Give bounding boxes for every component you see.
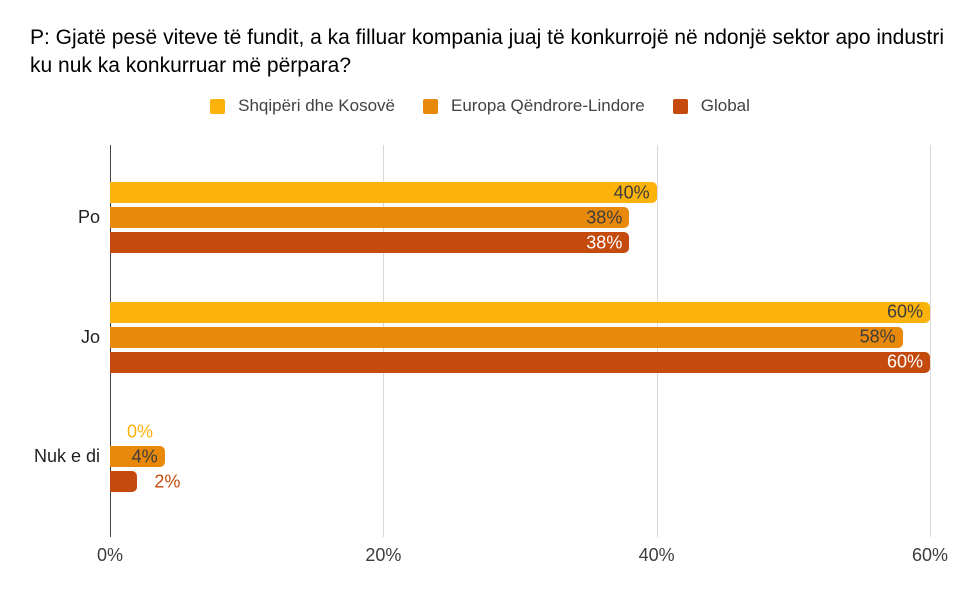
bar-value-label: 60% <box>886 301 923 322</box>
legend-swatch-icon <box>210 98 226 114</box>
bar-row: 0% <box>110 421 930 442</box>
bar-group-0: 40% 38% 38% <box>110 182 930 253</box>
bar-value-label: 58% <box>859 326 896 347</box>
legend-swatch-icon <box>672 98 688 114</box>
bar-value-label: 60% <box>886 351 923 372</box>
legend-label: Shqipëri dhe Kosovë <box>238 96 395 115</box>
bar-value-label: 38% <box>586 207 623 227</box>
bar-value-label: 40% <box>613 182 650 202</box>
legend-item-3[interactable]: Global <box>672 96 750 116</box>
chart-title: P: Gjatë pesë viteve të fundit, a ka fil… <box>30 26 945 77</box>
category-label-0: Po <box>77 207 100 227</box>
category-label-2: Nuk e di <box>33 446 100 466</box>
bar-row: 38% <box>110 232 930 253</box>
bar-row: 2% <box>110 471 930 492</box>
bar-value-label: 38% <box>586 232 623 252</box>
bar-row: 60% <box>110 301 930 323</box>
chart-legend: Shqipëri dhe Kosovë Europa Qëndrore-Lindo… <box>0 96 960 116</box>
x-axis-label-40%: 40% <box>638 545 675 565</box>
x-axis-label-0%: 0% <box>96 545 124 565</box>
bar-Jo-series1[interactable]: 60% <box>110 301 930 323</box>
legend-label: Europa Qëndrore-Lindore <box>451 96 645 115</box>
plot-area: 40% 38% 38% 60% 58% 60% 0% 4% 2% <box>110 145 931 537</box>
bar-value-label: 0% <box>127 421 154 441</box>
legend-item-1[interactable]: Shqipëri dhe Kosovë <box>210 96 395 116</box>
bar-row: 4% <box>110 446 930 467</box>
bar-Nuk e di-series3[interactable] <box>110 471 138 492</box>
bar-Nuk e di-series2[interactable]: 4% <box>110 446 165 467</box>
bar-group-1: 60% 58% 60% <box>110 301 930 373</box>
bar-row: 58% <box>110 326 930 348</box>
category-label-1: Jo <box>80 326 100 347</box>
bar-row: 38% <box>110 207 930 228</box>
x-axis-label-20%: 20% <box>365 545 402 565</box>
legend-item-2[interactable]: Europa Qëndrore-Lindore <box>423 96 645 116</box>
x-axis-label-60%: 60% <box>911 545 949 565</box>
bar-row: 60% <box>110 351 930 373</box>
bar-Po-series2[interactable]: 38% <box>110 207 630 228</box>
bar-value-label: 4% <box>131 446 158 466</box>
bar-Jo-series3[interactable]: 60% <box>110 351 930 373</box>
bar-Jo-series2[interactable]: 58% <box>110 326 903 348</box>
legend-swatch-icon <box>423 98 438 114</box>
bar-row: 40% <box>110 182 930 203</box>
bar-value-label: 2% <box>154 471 181 491</box>
bar-group-2: 0% 4% 2% <box>110 421 930 492</box>
gridline-60% <box>930 145 931 537</box>
legend-label: Global <box>700 96 750 115</box>
bar-Po-series1[interactable]: 40% <box>110 182 657 203</box>
bar-Po-series3[interactable]: 38% <box>110 232 630 253</box>
